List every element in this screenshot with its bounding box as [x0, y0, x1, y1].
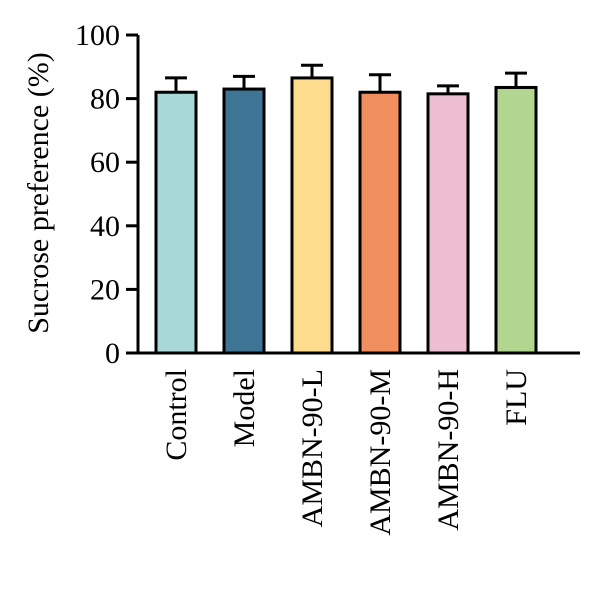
y-tick-label: 20 — [90, 273, 120, 306]
y-tick-label: 100 — [75, 19, 120, 52]
category-label: AMBN-90-H — [432, 369, 465, 531]
category-label: Model — [228, 369, 261, 447]
category-label: AMBN-90-L — [296, 369, 329, 527]
bar-ambn-90-l — [290, 76, 334, 355]
axes-layer — [136, 35, 580, 355]
y-tick-label: 40 — [90, 210, 120, 243]
y-ticks-layer: 0 20 40 60 80 100 — [75, 19, 138, 370]
bar-ambn-90-m — [358, 90, 402, 355]
category-label: AMBN-90-M — [364, 369, 397, 536]
bar-flu — [494, 85, 538, 355]
error-bars-layer — [165, 63, 527, 94]
bars-layer — [154, 76, 538, 355]
y-axis-title: Sucrose preference (%) — [22, 52, 55, 334]
category-label: FLU — [500, 369, 533, 426]
y-tick-label: 80 — [90, 83, 120, 116]
bar-ambn-90-h — [426, 92, 470, 355]
y-tick-label: 0 — [105, 337, 120, 370]
bar-control — [154, 90, 198, 355]
category-label: Control — [160, 369, 193, 461]
y-tick-label: 60 — [90, 146, 120, 179]
category-labels-layer: Control Model AMBN-90-L AMBN-90-M AMBN-90-H F… — [160, 369, 533, 536]
bar-model — [222, 87, 266, 355]
